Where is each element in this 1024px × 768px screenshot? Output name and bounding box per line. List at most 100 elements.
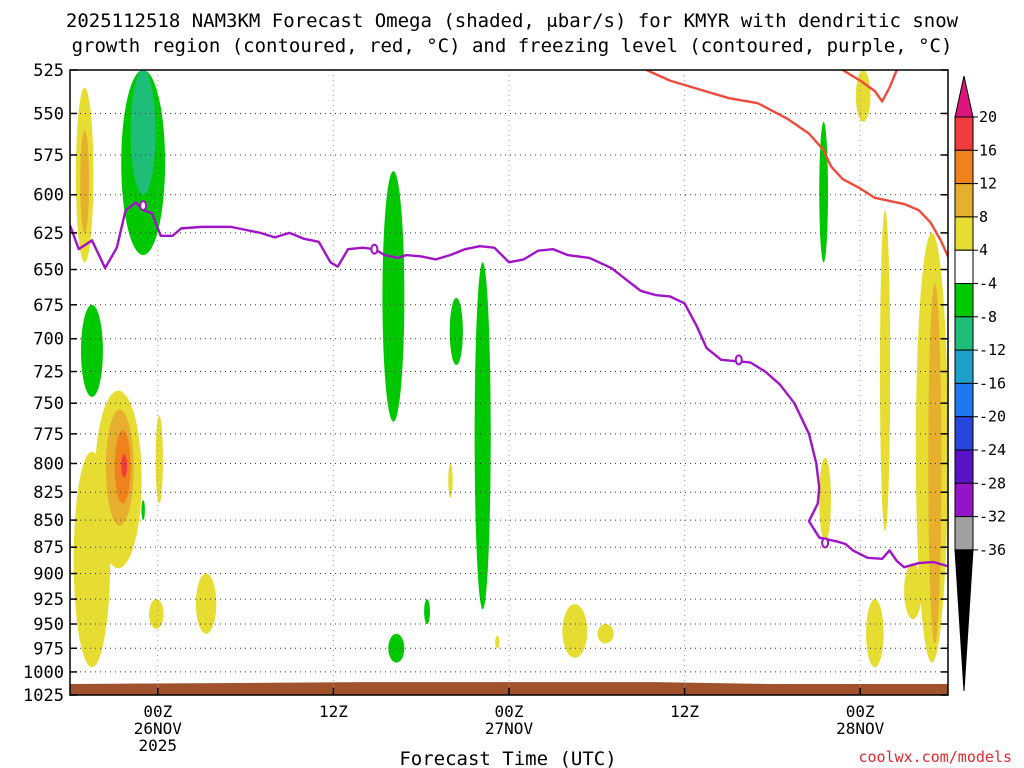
plot-area bbox=[69, 69, 949, 696]
y-tick-label: 575 bbox=[33, 146, 64, 166]
colorbar-tick-label: 20 bbox=[979, 108, 997, 126]
chart-title-line2: growth region (contoured, red, °C) and f… bbox=[72, 35, 953, 57]
omega-cell bbox=[819, 457, 831, 542]
dgz-contour-line bbox=[842, 70, 898, 103]
colorbar-tick-label: -24 bbox=[979, 441, 1006, 459]
colorbar-bin bbox=[954, 349, 974, 384]
omega-cell bbox=[382, 171, 405, 422]
colorbar-tick-label: -28 bbox=[979, 474, 1006, 492]
omega-cell bbox=[562, 604, 588, 658]
omega-cell bbox=[155, 415, 163, 504]
colorbar-bin bbox=[954, 382, 974, 418]
omega-cell bbox=[474, 262, 491, 610]
x-tick-label: 12Z bbox=[670, 702, 699, 721]
x-tick-label: 00Z bbox=[846, 702, 875, 721]
y-tick-label: 950 bbox=[33, 615, 64, 635]
freezing-level-zero-label bbox=[821, 537, 830, 549]
colorbar-tick-label: -16 bbox=[979, 374, 1006, 392]
omega-cell bbox=[141, 500, 145, 521]
colorbar-bin bbox=[954, 516, 974, 551]
omega-cell bbox=[904, 563, 922, 620]
colorbar-tick-label: 4 bbox=[979, 241, 988, 259]
x-tick-label: 12Z bbox=[319, 702, 348, 721]
y-tick-label: 1000 bbox=[23, 663, 64, 683]
omega-cell bbox=[80, 130, 90, 233]
omega-cell bbox=[388, 633, 405, 663]
x-tick-label: 00Z bbox=[143, 702, 172, 721]
x-tick-label: 27NOV bbox=[485, 719, 534, 738]
colorbar-bin bbox=[954, 116, 974, 151]
colorbar-bin bbox=[954, 416, 974, 451]
y-tick-label: 775 bbox=[33, 425, 64, 445]
omega-cell bbox=[866, 599, 884, 668]
pressure-axis: 525 550 575 600 625 650 675 700 725 750 775 800 825 8… bbox=[23, 61, 948, 706]
omega-cell bbox=[597, 624, 614, 644]
x-axis-label: Forecast Time (UTC) bbox=[399, 748, 616, 768]
omega-cell bbox=[819, 121, 829, 263]
omega-cell bbox=[855, 70, 871, 122]
y-tick-label: 550 bbox=[33, 104, 64, 124]
colorbar-bin bbox=[954, 316, 974, 351]
colorbar-bin bbox=[954, 449, 974, 484]
omega-cell bbox=[80, 304, 103, 397]
omega-cell bbox=[130, 70, 156, 195]
omega-cell bbox=[928, 283, 942, 644]
y-tick-label: 850 bbox=[33, 511, 64, 531]
contour-lines bbox=[70, 70, 948, 569]
y-tick-label: 925 bbox=[33, 590, 64, 610]
omega-cell bbox=[73, 451, 111, 668]
y-tick-label: 625 bbox=[33, 224, 64, 244]
chart-title-line1: 2025112518 NAM3KM Forecast Omega (shaded… bbox=[66, 10, 959, 32]
y-tick-label: 675 bbox=[33, 296, 64, 316]
colorbar-tick-label: -12 bbox=[979, 341, 1006, 359]
freezing-level-line bbox=[70, 201, 948, 569]
colorbar-bin bbox=[954, 283, 974, 318]
omega-cell bbox=[149, 599, 164, 629]
grid-lines bbox=[70, 70, 948, 695]
y-tick-label: 875 bbox=[33, 538, 64, 558]
omega-shading bbox=[73, 70, 948, 668]
colorbar-top-arrow bbox=[954, 75, 974, 118]
y-tick-label: 700 bbox=[33, 330, 64, 350]
x-tick-label: 26NOV bbox=[134, 719, 183, 738]
y-tick-label: 650 bbox=[33, 261, 64, 281]
y-tick-label: 800 bbox=[33, 454, 64, 474]
x-tick-label: 28NOV bbox=[836, 719, 885, 738]
colorbar: 20 16 12 8 4 -4 -8 -12 -16 -20 -24 -28 -32 -36 bbox=[954, 75, 1006, 692]
omega-cell bbox=[449, 297, 463, 366]
y-tick-label: 750 bbox=[33, 394, 64, 414]
freezing-level-zero-label bbox=[370, 243, 379, 255]
omega-cell bbox=[121, 454, 128, 478]
omega-cell bbox=[495, 635, 500, 649]
freezing-level-zero-label bbox=[734, 354, 743, 366]
colorbar-bin bbox=[954, 482, 974, 518]
colorbar-tick-label: -36 bbox=[979, 541, 1006, 559]
x-tick-label: 2025 bbox=[139, 736, 178, 755]
colorbar-tick-label: 8 bbox=[979, 208, 988, 226]
colorbar-tick-label: -32 bbox=[979, 508, 1006, 526]
colorbar-bin bbox=[954, 183, 974, 218]
y-tick-label: 600 bbox=[33, 186, 64, 206]
credit-text: coolwx.com/models bbox=[858, 748, 1012, 766]
dgz-contour-line bbox=[646, 70, 948, 257]
freezing-level-zero-label bbox=[139, 200, 148, 212]
y-tick-label: 525 bbox=[33, 61, 64, 81]
colorbar-bin bbox=[954, 249, 974, 284]
colorbar-bin bbox=[954, 216, 974, 251]
y-tick-label: 975 bbox=[33, 639, 64, 659]
colorbar-tick-label: -4 bbox=[979, 275, 997, 293]
y-tick-label: 825 bbox=[33, 483, 64, 503]
y-tick-label: 725 bbox=[33, 363, 64, 383]
colorbar-tick-label: -8 bbox=[979, 308, 997, 326]
omega-cell bbox=[424, 599, 430, 625]
colorbar-bin bbox=[954, 149, 974, 185]
colorbar-bottom-arrow bbox=[954, 549, 974, 692]
omega-cell bbox=[879, 210, 891, 532]
omega-cell bbox=[195, 573, 217, 634]
colorbar-tick-label: -20 bbox=[979, 408, 1006, 426]
y-tick-label: 900 bbox=[33, 565, 64, 585]
y-tick-label: 1025 bbox=[23, 686, 64, 706]
colorbar-tick-label: 16 bbox=[979, 141, 997, 159]
